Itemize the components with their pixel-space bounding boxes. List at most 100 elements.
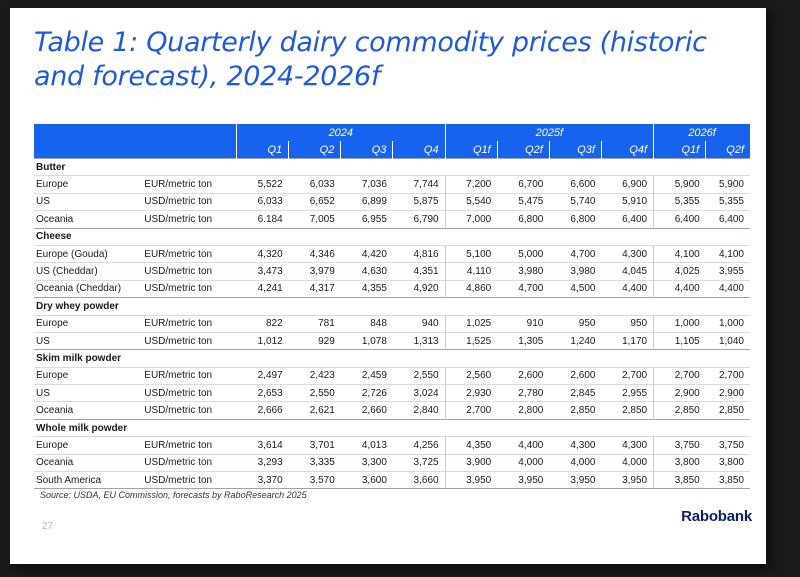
region-cell: Oceania: [34, 453, 143, 472]
price-cell: 2,800: [497, 401, 550, 420]
unit-cell: EUR/metric ton: [142, 436, 237, 455]
year-header: 2025f: [444, 124, 654, 141]
unit-cell: USD/metric ton: [142, 210, 237, 229]
price-cell: 2,700: [444, 401, 498, 420]
price-cell: 2,845: [549, 384, 602, 402]
price-cell: 4,500: [549, 279, 602, 298]
unit-cell: USD/metric ton: [142, 192, 237, 211]
price-cell: 4,045: [601, 262, 654, 281]
price-cell: 3,750: [653, 436, 706, 455]
price-cell: 4,400: [601, 279, 654, 298]
price-cell: 2,560: [444, 366, 498, 385]
price-cell: 4,100: [653, 244, 706, 263]
quarter-header: Q1f: [653, 141, 706, 159]
price-cell: 4,256: [392, 436, 446, 455]
region-cell: Europe: [34, 436, 143, 455]
price-cell: 2,900: [705, 384, 750, 402]
source-note: Source: USDA, EU Commission, forecasts b…: [40, 490, 307, 500]
table-body: Butter Europe EUR/metric ton 5,522 6,033 7,03…: [34, 157, 750, 490]
price-cell: 6,800: [549, 210, 602, 229]
price-table: 2024 2025f 2026f Q1 Q2 Q3 Q4 Q1f Q2f Q3f…: [34, 124, 750, 490]
price-cell: 2,930: [444, 384, 498, 402]
quarter-header: Q2f: [705, 141, 750, 159]
region-cell: Europe: [34, 175, 143, 194]
price-cell: 822: [236, 314, 289, 333]
price-cell: 2,550: [392, 366, 446, 385]
quarter-header: Q2: [288, 141, 341, 159]
price-cell: 2,850: [549, 401, 602, 420]
rabobank-logo: Rabobank: [681, 508, 752, 525]
region-cell: US: [34, 192, 143, 211]
table-row: Oceania USD/metric ton 3,293 3,335 3,300 3,72…: [34, 453, 750, 472]
price-cell: 6,400: [601, 210, 654, 229]
price-cell: 1,240: [549, 331, 602, 350]
price-cell: 3,614: [236, 436, 289, 455]
quarter-header: Q3: [340, 141, 393, 159]
price-cell: 3,293: [236, 453, 289, 472]
price-cell: 2,497: [236, 366, 289, 385]
price-cell: 910: [497, 314, 550, 333]
price-cell: 3,980: [497, 262, 550, 281]
price-cell: 3,335: [288, 453, 341, 472]
table-row: US USD/metric ton 6,033 6,652 6,899 5,875 5,54…: [34, 192, 750, 211]
price-cell: 6,400: [653, 210, 706, 229]
price-cell: 4,300: [601, 436, 654, 455]
price-cell: 2,780: [497, 384, 550, 402]
price-cell: 2,726: [340, 384, 393, 402]
unit-cell: USD/metric ton: [142, 453, 237, 472]
price-cell: 940: [392, 314, 446, 333]
unit-cell: EUR/metric ton: [142, 175, 237, 194]
price-cell: 2,600: [549, 366, 602, 385]
table-row: Oceania (Cheddar) USD/metric ton 4,241 4,31…: [34, 279, 750, 298]
price-cell: 6,790: [392, 210, 446, 229]
price-cell: 3,473: [236, 262, 289, 281]
unit-cell: USD/metric ton: [142, 384, 237, 402]
price-cell: 5,522: [236, 175, 289, 194]
price-cell: 781: [288, 314, 341, 333]
region-cell: US: [34, 331, 143, 350]
price-cell: 7,744: [392, 175, 446, 194]
price-cell: 1,012: [236, 331, 289, 350]
price-cell: 2,850: [653, 401, 706, 420]
price-cell: 3,570: [288, 471, 341, 490]
table-row: Europe EUR/metric ton 2,497 2,423 2,459 2,550…: [34, 366, 750, 385]
price-cell: 4,700: [497, 279, 550, 298]
price-cell: 3,900: [444, 453, 498, 472]
region-cell: Europe: [34, 366, 143, 385]
price-cell: 4,355: [340, 279, 393, 298]
price-cell: 4,100: [705, 244, 750, 263]
price-cell: 3,950: [601, 471, 654, 490]
quarter-header-row: Q1 Q2 Q3 Q4 Q1f Q2f Q3f Q4f Q1f Q2f: [34, 141, 750, 159]
price-cell: 3,701: [288, 436, 341, 455]
table-row: US USD/metric ton 1,012 929 1,078 1,313 1,525 1…: [34, 331, 750, 350]
price-cell: 848: [340, 314, 393, 333]
price-cell: 6,600: [549, 175, 602, 194]
price-cell: 1,170: [601, 331, 654, 350]
price-cell: 6,955: [340, 210, 393, 229]
price-cell: 4,630: [340, 262, 393, 281]
price-cell: 5,540: [444, 192, 498, 211]
header-blank: [34, 141, 237, 159]
price-cell: 6,033: [288, 175, 341, 194]
price-cell: 950: [549, 314, 602, 333]
group-name: Dry whey powder: [34, 297, 750, 316]
price-cell: 1,000: [705, 314, 750, 333]
region-cell: Oceania: [34, 210, 143, 229]
price-cell: 6.184: [236, 210, 289, 229]
price-cell: 7,200: [444, 175, 498, 194]
price-cell: 3,850: [705, 471, 750, 490]
region-cell: Oceania (Cheddar): [34, 279, 143, 298]
price-cell: 2,459: [340, 366, 393, 385]
unit-cell: USD/metric ton: [142, 471, 237, 490]
quarter-header: Q2f: [496, 141, 550, 159]
group-name: Whole milk powder: [34, 418, 750, 437]
price-cell: 3,600: [340, 471, 393, 490]
price-cell: 3,950: [497, 471, 550, 490]
group-name: Butter: [34, 157, 750, 176]
unit-cell: USD/metric ton: [142, 279, 237, 298]
price-cell: 5,475: [497, 192, 550, 211]
quarter-header: Q1f: [444, 141, 498, 159]
price-cell: 2,550: [288, 384, 341, 402]
price-cell: 4,320: [236, 244, 289, 263]
price-cell: 3,660: [392, 471, 446, 490]
